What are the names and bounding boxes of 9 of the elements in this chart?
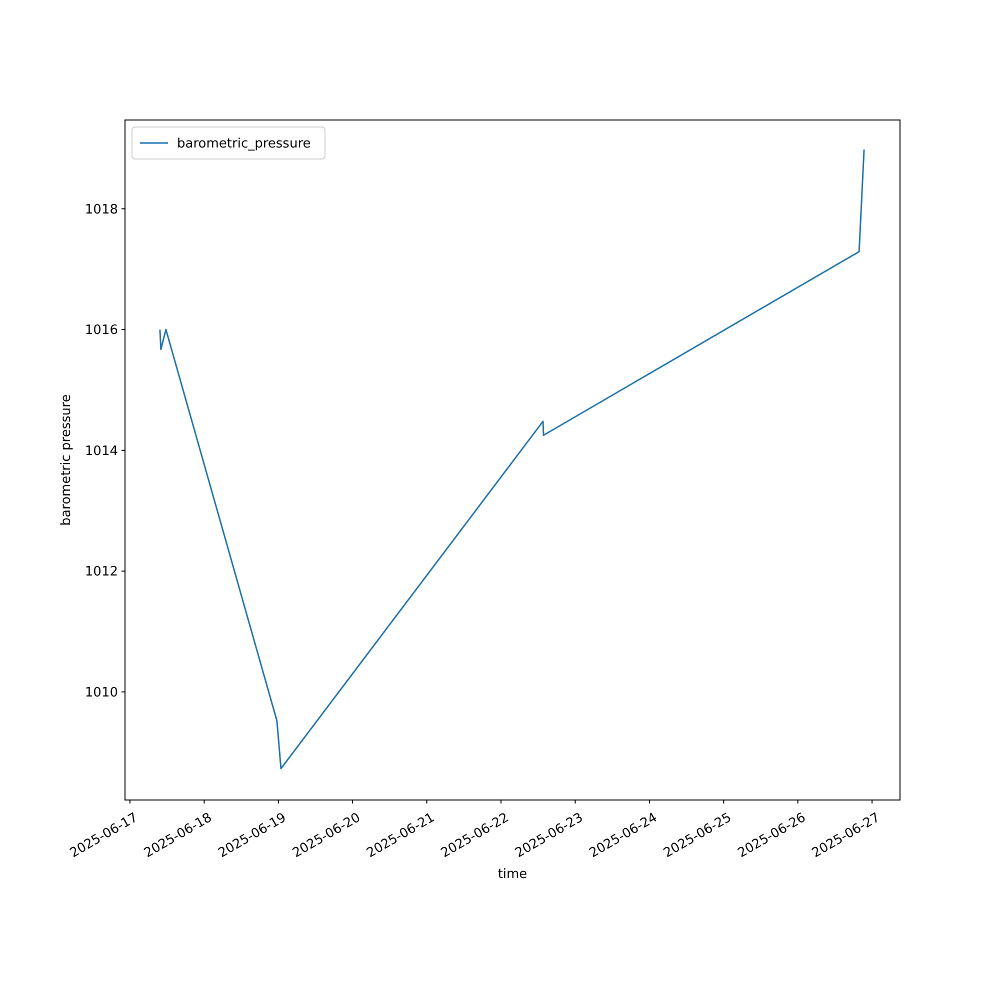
- y-tick-label: 1018: [84, 202, 118, 218]
- y-tick-label: 1012: [84, 564, 118, 580]
- y-tick-label: 1016: [84, 323, 118, 338]
- y-axis-title: barometric pressure: [59, 394, 74, 526]
- x-axis-title: time: [498, 867, 528, 882]
- y-tick-label: 1010: [84, 685, 118, 700]
- legend-label: barometric_pressure: [177, 136, 311, 152]
- y-tick-label: 1014: [84, 444, 118, 459]
- line-series: [159, 148, 865, 770]
